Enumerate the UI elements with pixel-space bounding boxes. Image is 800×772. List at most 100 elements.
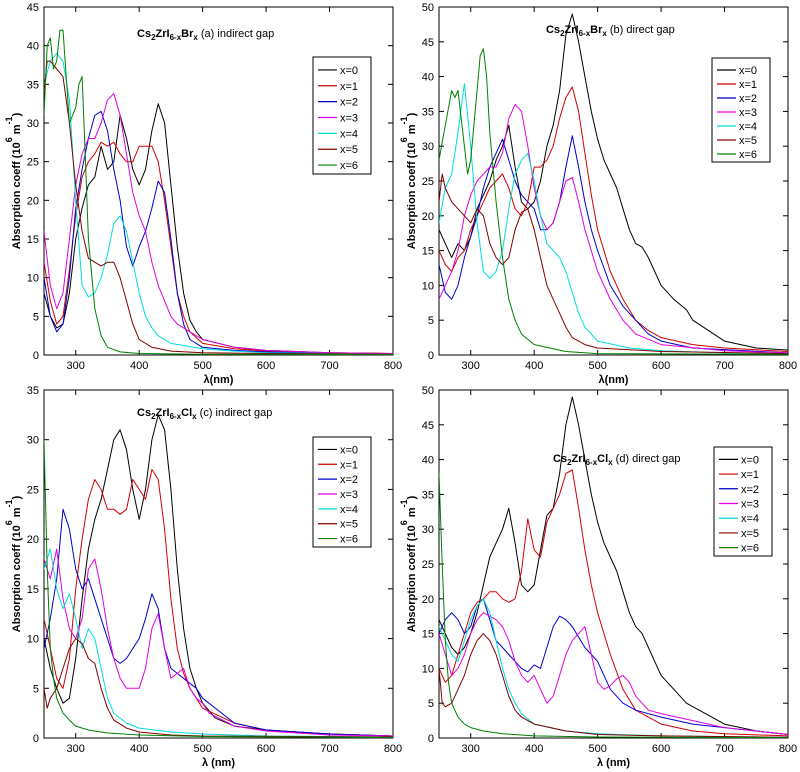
x-axis-label: λ(nm) <box>204 374 234 386</box>
y-tick-label: 45 <box>27 2 39 14</box>
legend: x=0 x=1 x=2 x=3 x=4 x=5 x=6 <box>711 57 771 163</box>
legend-label: x=2 <box>739 93 757 105</box>
legend-label: x=1 <box>340 459 358 471</box>
x-tick-label: 700 <box>320 743 338 755</box>
legend-label: x=6 <box>741 543 759 555</box>
chart-panel-1: 300 400 500 600 700 800 0 5 10 15 20 25 30 35 40 45 50 λ(… <box>399 2 797 386</box>
x-tick-label: 400 <box>525 360 543 372</box>
x-tick-label: 700 <box>715 360 733 372</box>
series-line-x=3 <box>439 103 788 354</box>
series-line-x=3 <box>44 548 393 737</box>
x-tick-label: 300 <box>67 360 85 372</box>
panel-title: Cs2ZrI6-xBrx (b) direct gap <box>546 24 675 38</box>
panel-title: Cs2ZrI6-xBrx (a) indirect gap <box>137 28 274 42</box>
x-axis-label: λ(nm) <box>599 374 629 386</box>
legend-label: x=1 <box>340 81 358 93</box>
x-tick-label: 600 <box>257 360 275 372</box>
series-line-x=6 <box>44 439 393 738</box>
y-tick-label: 0 <box>33 733 39 745</box>
series-line-x=4 <box>44 52 393 355</box>
legend-label: x=4 <box>741 513 759 525</box>
legend-label: x=4 <box>340 504 358 516</box>
y-tick-label: 10 <box>422 280 434 292</box>
x-tick-label: 600 <box>652 360 670 372</box>
y-tick-label: 35 <box>27 79 39 91</box>
legend-label: x=0 <box>739 65 757 77</box>
y-tick-label: 40 <box>422 455 434 467</box>
legend-label: x=0 <box>340 65 358 77</box>
legend-label: x=6 <box>739 149 757 161</box>
x-tick-label: 500 <box>588 360 606 372</box>
y-tick-label: 45 <box>422 37 434 49</box>
series-line-x=2 <box>439 135 788 354</box>
series-line-x=1 <box>439 469 788 737</box>
series-line-x=0 <box>439 13 788 351</box>
series-line-x=3 <box>439 612 788 735</box>
y-tick-label: 25 <box>422 559 434 571</box>
x-tick-label: 700 <box>715 743 733 755</box>
y-tick-label: 35 <box>27 385 39 397</box>
x-tick-label: 500 <box>588 743 606 755</box>
x-tick-label: 800 <box>384 743 402 755</box>
legend-label: x=0 <box>340 444 358 456</box>
y-tick-label: 30 <box>27 118 39 130</box>
x-tick-label: 800 <box>779 743 797 755</box>
legend-label: x=1 <box>741 469 759 481</box>
y-tick-label: 10 <box>27 273 39 285</box>
chart-panel-3: 300 400 500 600 700 800 0 5 10 15 20 25 30 35 40 45 50 λ … <box>399 385 797 769</box>
y-tick-label: 0 <box>33 350 39 362</box>
series-line-x=2 <box>44 508 393 737</box>
series-line-x=5 <box>44 60 393 355</box>
y-tick-label: 25 <box>422 176 434 188</box>
legend-label: x=1 <box>739 79 757 91</box>
y-tick-label: 20 <box>27 195 39 207</box>
y-tick-label: 50 <box>422 2 434 14</box>
y-tick-label: 15 <box>422 246 434 258</box>
plot-frame <box>43 389 394 739</box>
x-tick-label: 400 <box>525 743 543 755</box>
x-tick-label: 300 <box>67 743 85 755</box>
y-axis-label: Absorption coeff (106 m-1) <box>399 112 418 249</box>
y-tick-label: 30 <box>27 435 39 447</box>
svg-text:Absorption coeff (106 m-1): Absorption coeff (106 m-1) <box>399 495 418 632</box>
legend-label: x=5 <box>741 528 759 540</box>
svg-text:Absorption coeff (106 m-1): Absorption coeff (106 m-1) <box>399 112 418 249</box>
legend-label: x=2 <box>340 97 358 109</box>
legend-label: x=3 <box>340 489 358 501</box>
chart-panel-2: 300 400 500 600 700 800 0 5 10 15 20 25 30 35 λ (nm) Ab… <box>4 385 402 769</box>
x-tick-label: 800 <box>384 360 402 372</box>
series-line-x=5 <box>439 633 788 738</box>
series-line-x=3 <box>44 93 393 354</box>
y-tick-label: 40 <box>422 72 434 84</box>
y-tick-label: 40 <box>27 41 39 53</box>
y-axis-label: Absorption coeff (106 m-1) <box>399 495 418 632</box>
x-tick-label: 500 <box>193 360 211 372</box>
y-axis-label: Absorption coeff (106 m-1) <box>4 112 23 249</box>
x-tick-label: 400 <box>130 360 148 372</box>
legend: x=0 x=1 x=2 x=3 x=4 x=5 x=6 <box>312 436 372 548</box>
series-line-x=2 <box>439 598 788 735</box>
y-tick-label: 35 <box>422 489 434 501</box>
series-line-x=1 <box>439 86 788 352</box>
series-line-x=5 <box>439 173 788 355</box>
y-tick-label: 25 <box>27 157 39 169</box>
y-tick-label: 30 <box>422 524 434 536</box>
y-tick-label: 15 <box>27 234 39 246</box>
y-tick-label: 15 <box>27 584 39 596</box>
y-tick-label: 15 <box>422 629 434 641</box>
series-line-x=6 <box>44 29 393 355</box>
legend-label: x=4 <box>340 128 358 140</box>
series-line-x=6 <box>439 473 788 738</box>
y-tick-label: 30 <box>422 141 434 153</box>
x-tick-label: 500 <box>193 743 211 755</box>
legend-label: x=5 <box>739 135 757 147</box>
y-tick-label: 25 <box>27 484 39 496</box>
series-line-x=4 <box>439 83 788 355</box>
svg-text:Absorption coeff (106 m-1): Absorption coeff (106 m-1) <box>4 112 23 249</box>
series-line-x=4 <box>439 598 788 738</box>
chart-panel-0: 300 400 500 600 700 800 0 5 10 15 20 25 30 35 40 45 λ(nm… <box>4 2 402 386</box>
series-line-x=6 <box>439 48 788 355</box>
x-axis-label: λ (nm) <box>202 757 235 769</box>
series-line-x=0 <box>44 103 393 354</box>
